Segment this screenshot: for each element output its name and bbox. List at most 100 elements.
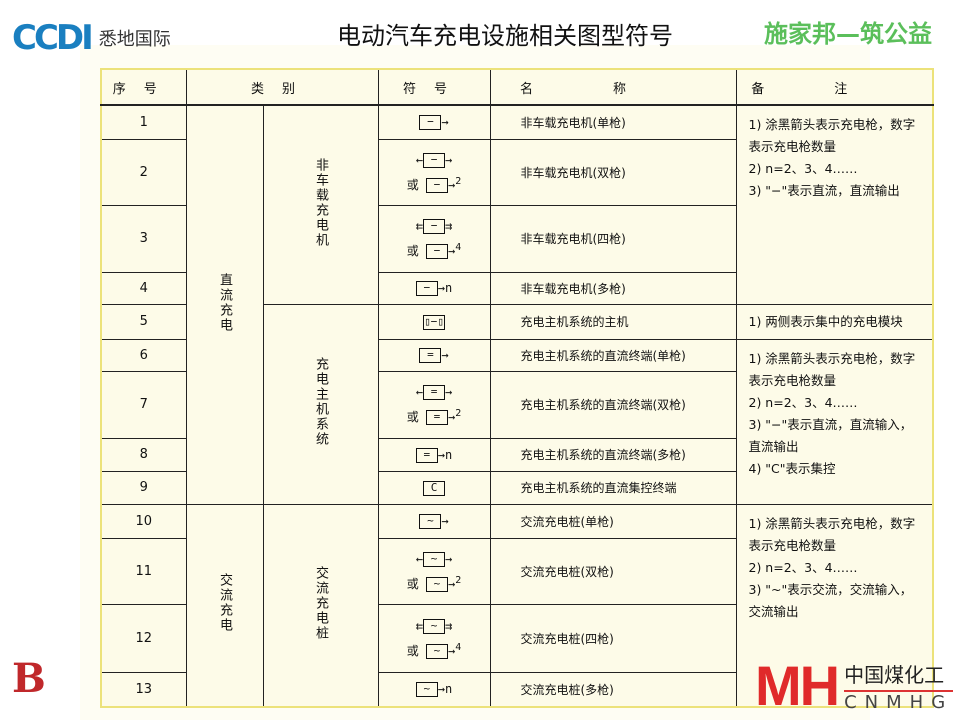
- symbol-cell: ⇇ − ⇉ 或 − →4: [377, 204, 491, 273]
- row-number: 10: [100, 503, 187, 539]
- row-number: 7: [100, 370, 187, 439]
- name-cell: 非车载充电机(多枪): [489, 271, 737, 305]
- brand-text: 施家邦—筑公益: [764, 20, 932, 48]
- arrow-icon: →: [447, 576, 456, 591]
- arrow-icon: →: [447, 177, 456, 192]
- note-line: 2) n=2、3、4……: [748, 394, 858, 410]
- symbol-box: −: [419, 115, 442, 131]
- notes-cell: 1) 两侧表示集中的充电模块: [735, 303, 934, 340]
- symbol-cell: − →: [377, 104, 491, 140]
- subcategory-cell: 交流充电桩: [262, 503, 379, 708]
- left-arrow-icon: ←: [415, 152, 423, 167]
- table-row: 9 C 充电主机系统的直流集控终端: [100, 470, 933, 505]
- alt-prefix: 或: [406, 244, 419, 258]
- bottom-left-logo: B: [12, 655, 46, 702]
- symbol-box: C: [423, 480, 445, 496]
- subcategory-label: 充电主机系统: [313, 357, 328, 447]
- symbol-box: =: [419, 348, 442, 363]
- category-label: 直流充电: [217, 272, 232, 333]
- category-cell: 直流充电: [185, 104, 264, 505]
- row-number: 6: [100, 338, 187, 372]
- symbol-box: ~: [425, 576, 448, 592]
- subcategory-cell: 充电主机系统: [262, 303, 379, 505]
- row-number: 3: [100, 204, 187, 273]
- notes-cell: 1) 涂黑箭头表示充电枪，数字表示充电枪数量 2) n=2、3、4…… 3) "−"…: [735, 338, 934, 505]
- row-number: 5: [100, 303, 187, 340]
- gun-count: 2: [455, 175, 462, 187]
- arrow-icon: ⇉: [445, 618, 453, 633]
- alt-prefix: 或: [406, 576, 419, 591]
- name-cell: 非车载充电机(双枪): [489, 138, 737, 206]
- cnmhg-logo-en: CNMHG: [844, 692, 954, 713]
- page-title: 电动汽车充电设施相关图型符号: [337, 22, 673, 50]
- notes-cell: 1) 涂黑箭头表示充电枪，数字表示充电枪数量 2) n=2、3、4…… 3) "~"…: [735, 503, 934, 708]
- symbol-box: −: [425, 244, 448, 259]
- left-arrow-icon: ←: [415, 551, 423, 566]
- gun-count: 2: [455, 574, 462, 586]
- arrow-icon: →: [441, 115, 449, 130]
- alt-prefix: 或: [406, 410, 419, 424]
- arrow-icon: →: [447, 643, 456, 658]
- symbol-box: =: [423, 385, 445, 400]
- header-notes: 备注: [735, 68, 934, 106]
- table-row: 2 ← − → 或 − →2 非车载充电机(双枪): [100, 138, 933, 206]
- alt-prefix: 或: [406, 177, 419, 192]
- gun-count: 2: [455, 408, 462, 419]
- arrow-icon: →n: [437, 447, 453, 462]
- symbol-cell: = →: [377, 338, 491, 372]
- notes-cell: 1) 涂黑箭头表示充电枪，数字表示充电枪数量 2) n=2、3、4…… 3) "−"…: [735, 104, 934, 305]
- arrow-icon: →n: [437, 281, 453, 295]
- header-no: 序号: [100, 68, 187, 106]
- name-cell: 充电主机系统的主机: [489, 303, 737, 340]
- symbol-cell: ← − → 或 − →2: [377, 138, 491, 206]
- name-cell: 充电主机系统的直流终端(双枪): [489, 370, 737, 439]
- subcategory-label: 交流充电桩: [313, 565, 328, 641]
- table-row: 1 直流充电 非车载充电机 − → 非车载充电机(单枪) 1) 涂黑箭头表示充电枪，数字表示…: [100, 104, 934, 505]
- arrow-icon: ⇉: [445, 219, 453, 233]
- row-number: 11: [100, 537, 187, 605]
- row-number: 9: [100, 470, 187, 505]
- name-cell: 充电主机系统的直流终端(多枪): [489, 437, 737, 472]
- arrow-icon: →: [441, 348, 449, 362]
- name-cell: 交流充电桩(双枪): [489, 537, 737, 605]
- symbol-box: −: [423, 219, 445, 234]
- category-label: 交流充电: [217, 573, 232, 634]
- symbol-box: ~: [415, 682, 438, 698]
- symbol-cell: − →n: [377, 271, 491, 305]
- table-row: 4− →n 非车载充电机(多枪): [100, 271, 933, 305]
- symbol-cell: ~ →: [377, 503, 491, 539]
- symbol-cell: ~ →n: [377, 671, 491, 708]
- note-line: 2) n=2、3、4……: [748, 161, 858, 176]
- row-number: 13: [100, 671, 187, 708]
- subcategory-label: 非车载充电机: [313, 157, 328, 248]
- name-cell: 交流充电桩(多枪): [489, 671, 737, 708]
- note-line: 1) 涂黑箭头表示充电枪，数字表示充电枪数量: [748, 350, 916, 388]
- symbol-cell: ▯−▯: [377, 303, 491, 340]
- note-line: 1) 涂黑箭头表示充电枪，数字表示充电枪数量: [748, 117, 916, 154]
- left-arrow-icon: ⇇: [415, 618, 423, 633]
- symbol-box: =: [425, 410, 448, 425]
- arrow-icon: →: [445, 152, 453, 167]
- row-number: 12: [100, 603, 187, 673]
- arrow-icon: →: [447, 244, 456, 258]
- ccdi-logo: CCDI 悉地国际: [12, 18, 171, 58]
- cnmhg-logo-cn: 中国煤化工: [844, 659, 954, 692]
- name-cell: 非车载充电机(单枪): [489, 104, 737, 140]
- cnmhg-logo: MH 中国煤化工 CNMHG: [755, 658, 954, 714]
- subcategory-cell: 非车载充电机: [262, 104, 379, 305]
- table-row: 11 ← ~ → 或 ~ →2 交流充电桩(双枪): [100, 537, 933, 605]
- arrow-icon: →: [441, 514, 449, 528]
- arrow-icon: →: [445, 385, 453, 399]
- symbol-box: −: [423, 152, 445, 168]
- symbol-cell: ⇇ ~ ⇉ 或 ~ →4: [377, 603, 491, 673]
- row-number: 1: [100, 104, 187, 140]
- note-line: 1) 涂黑箭头表示充电枪，数字表示充电枪数量: [748, 515, 916, 553]
- row-number: 2: [100, 138, 187, 206]
- note-line: 3) "−"表示直流，直流输入，直流输出: [748, 416, 913, 454]
- table-row: 5 充电主机系统 ▯−▯ 充电主机系统的主机 1) 两侧表示集中的充电模块: [100, 303, 934, 505]
- symbol-cell: = →n: [377, 437, 491, 472]
- symbol-cell: C: [377, 470, 491, 505]
- table-header-row: 序号 类别 符号 名称 备注: [100, 68, 934, 106]
- table-row: 10 交流充电 交流充电桩 ~ → 交流充电桩(单枪) 1) 涂黑箭头表示充电枪，数字表示充…: [100, 503, 934, 708]
- note-line: 3) "~"表示交流，交流输入，交流输出: [748, 581, 913, 619]
